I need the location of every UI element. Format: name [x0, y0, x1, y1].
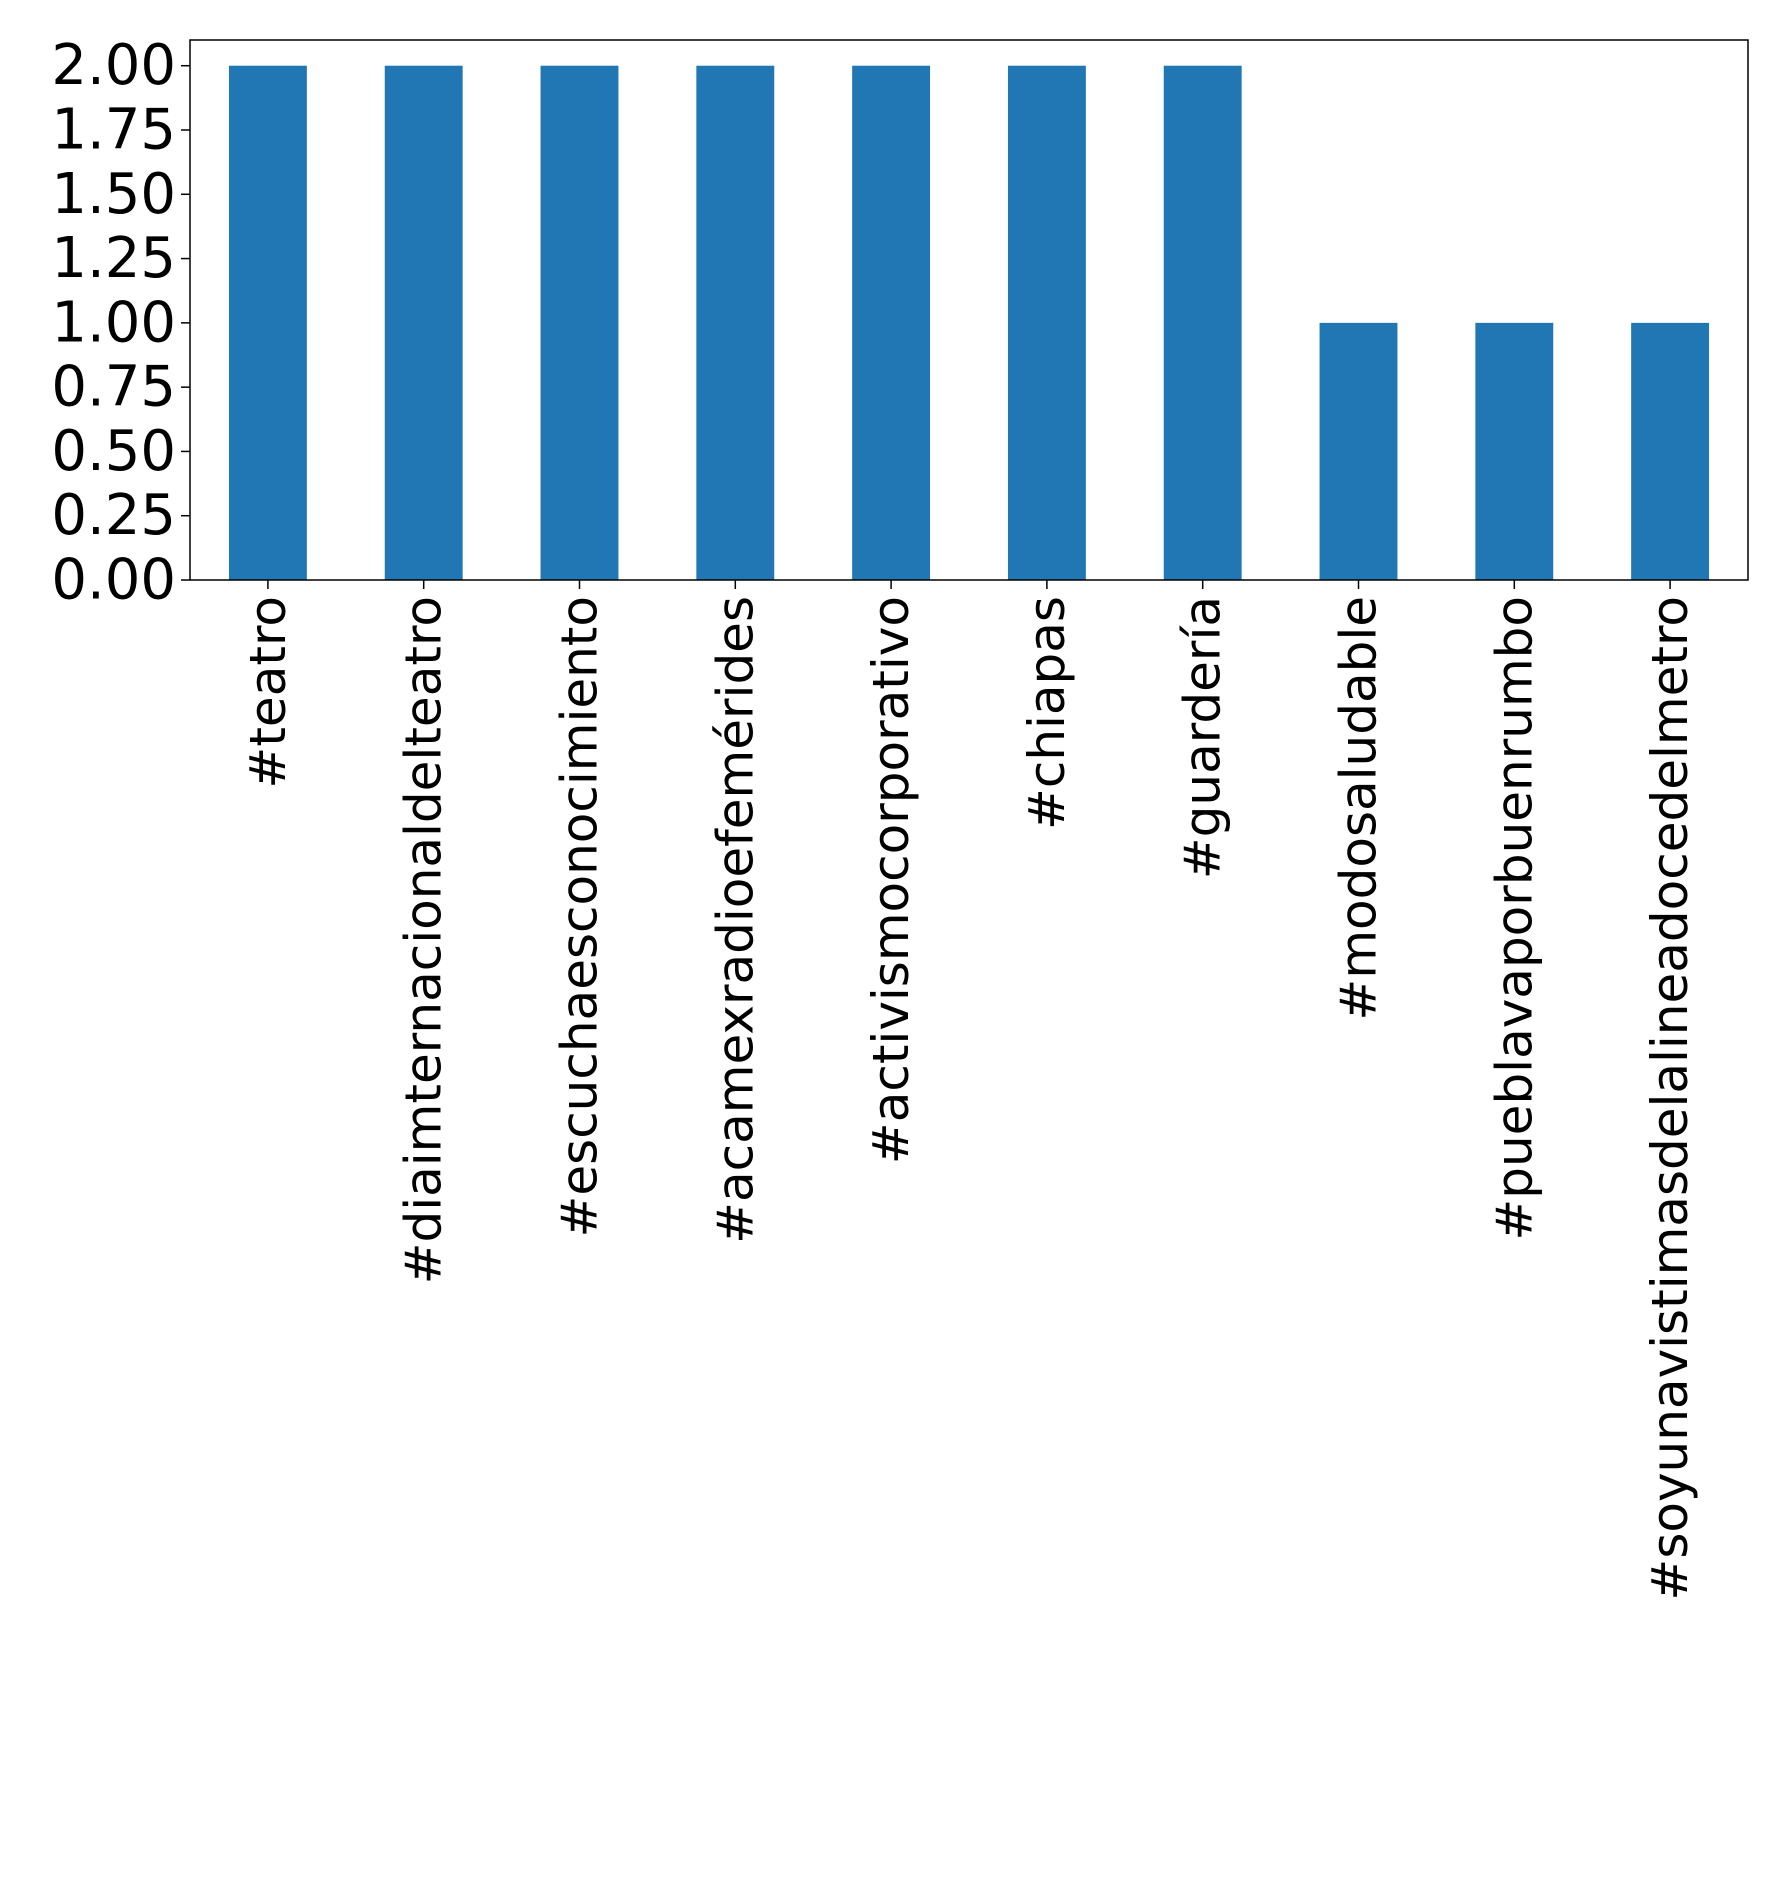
x-tick-label-8: #pueblavaporbuenrumbo — [1485, 596, 1543, 1241]
bar-9 — [1631, 322, 1710, 580]
y-axis: 0.000.250.500.751.001.251.501.752.00 — [51, 33, 190, 613]
bar-4 — [852, 65, 931, 580]
x-tick-label-1: #diaimternacionaldelteatro — [395, 596, 453, 1284]
bar-5 — [1007, 65, 1086, 580]
bar-1 — [384, 65, 463, 580]
x-axis: #teatro #diaimternacionaldelteatro #escuch… — [239, 580, 1699, 1601]
x-tick-label-4: #activismocorporativo — [862, 596, 920, 1164]
y-tick-label-8: 2.00 — [51, 33, 176, 98]
x-tick-label-3: #acamexradioefemérides — [706, 596, 764, 1244]
bar-0 — [228, 65, 307, 580]
bar-2 — [540, 65, 619, 580]
y-tick-label-1: 0.25 — [51, 483, 176, 548]
y-tick-label-5: 1.25 — [51, 226, 176, 291]
y-tick-label-7: 1.75 — [51, 98, 176, 163]
bar-7 — [1319, 322, 1398, 580]
x-tick-label-9: #soyunavistimasdelalineadocedelmetro — [1641, 596, 1699, 1601]
plot-frame — [189, 39, 1749, 581]
y-tick-label-2: 0.50 — [51, 419, 176, 484]
x-tick-label-7: #modosaludable — [1330, 596, 1388, 1021]
x-tick-label-5: #chiapas — [1018, 596, 1076, 830]
y-tick-label-3: 0.75 — [51, 355, 176, 420]
bars-group — [228, 65, 1710, 580]
x-tick-label-2: #escuchaesconocimiento — [551, 596, 609, 1238]
bar-8 — [1475, 322, 1554, 580]
x-tick-label-6: #guardería — [1174, 596, 1232, 879]
bar-3 — [696, 65, 775, 580]
y-tick-label-6: 1.50 — [51, 162, 176, 227]
y-tick-label-0: 0.00 — [51, 548, 176, 613]
y-tick-label-4: 1.00 — [51, 290, 176, 355]
bar-6 — [1163, 65, 1242, 580]
x-tick-label-0: #teatro — [239, 596, 297, 789]
